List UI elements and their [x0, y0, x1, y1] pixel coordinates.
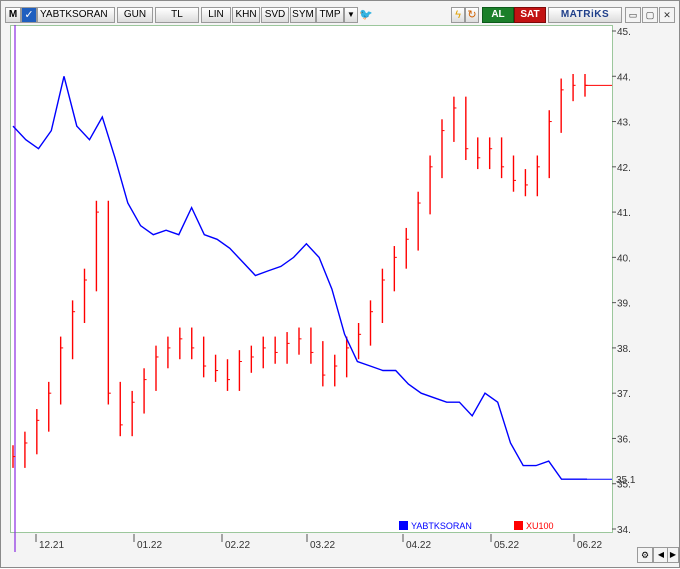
x-tick-label: 02.22	[225, 540, 250, 551]
x-tick-label: 05.22	[494, 540, 519, 551]
y-tick-label: 40.	[617, 253, 631, 264]
x-tick-label: 12.21	[39, 540, 64, 551]
y-tick-label: 34.	[617, 525, 631, 536]
buy-button[interactable]: AL	[482, 7, 514, 23]
toolbar: M ✓ YABTKSORAN GUN TL LIN KHN SVD SYM TM…	[5, 7, 675, 23]
y-tick-label: 35.	[617, 480, 631, 491]
yabtksoran-line	[12, 76, 587, 480]
m-button[interactable]: M	[5, 7, 21, 23]
x-tick-label: 06.22	[577, 540, 602, 551]
period-button[interactable]: GUN	[117, 7, 153, 23]
scroll-left-icon[interactable]: ◀	[653, 547, 669, 563]
sell-button[interactable]: SAT	[514, 7, 546, 23]
legend-swatch-xu100	[514, 521, 523, 530]
chart-type-icon[interactable]: ✓	[21, 7, 37, 23]
twitter-icon[interactable]: 🐦	[359, 9, 373, 21]
minimize-icon[interactable]: ▭	[625, 7, 641, 23]
x-tick-label: 04.22	[406, 540, 431, 551]
symbol-selector[interactable]: YABTKSORAN	[37, 7, 115, 23]
y-tick-label: 45.	[617, 27, 631, 38]
y-tick-label: 42.	[617, 163, 631, 174]
scale-button[interactable]: LIN	[201, 7, 231, 23]
close-icon[interactable]: ✕	[659, 7, 675, 23]
y-tick-label: 44.	[617, 72, 631, 83]
sym-button[interactable]: SYM	[290, 7, 316, 23]
last-value-label: 35.1	[616, 475, 636, 486]
y-tick-label: 37.	[617, 389, 631, 400]
x-tick-label: 01.22	[137, 540, 162, 551]
restore-icon[interactable]: ▢	[642, 7, 658, 23]
x-tick-label: 03.22	[310, 540, 335, 551]
legend-swatch-yabtksoran	[399, 521, 408, 530]
khn-button[interactable]: KHN	[232, 7, 260, 23]
dropdown-icon[interactable]: ▼	[344, 7, 358, 23]
y-tick-label: 36.	[617, 434, 631, 445]
plot-area[interactable]	[10, 25, 613, 533]
lightning-icon[interactable]: ϟ	[451, 7, 465, 23]
legend-label-yabtksoran: YABTKSORAN	[411, 521, 472, 531]
settings-icon[interactable]: ⚙	[637, 547, 653, 563]
y-tick-label: 38.	[617, 344, 631, 355]
matriks-logo: MATRiKS	[548, 7, 622, 23]
tmp-button[interactable]: TMP	[316, 7, 344, 23]
currency-button[interactable]: TL	[155, 7, 199, 23]
scroll-right-icon[interactable]: ▶	[667, 547, 679, 563]
y-tick-label: 43.	[617, 118, 631, 129]
y-tick-label: 39.	[617, 299, 631, 310]
svd-button[interactable]: SVD	[261, 7, 289, 23]
legend-label-xu100: XU100	[526, 521, 554, 531]
y-tick-label: 41.	[617, 208, 631, 219]
refresh-icon[interactable]: ↻	[465, 7, 479, 23]
